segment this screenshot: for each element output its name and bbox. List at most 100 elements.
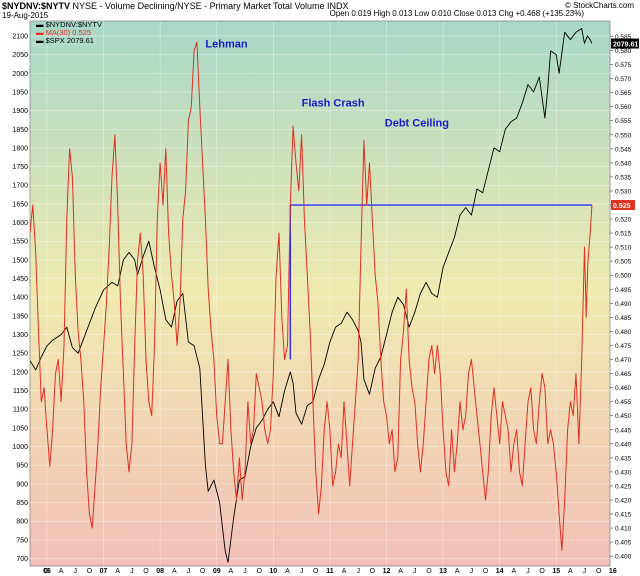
x-tick-label: 07 <box>100 568 108 575</box>
legend-swatch-ma: ▬ <box>36 28 44 37</box>
right-tick-label: 0.475 <box>615 343 632 350</box>
credit: © StockCharts.com <box>564 1 634 10</box>
legend-label-spx: $SPX 2079.61 <box>45 36 94 45</box>
right-tick-label: 0.480 <box>615 329 632 336</box>
right-tick-label: 0.425 <box>615 483 632 490</box>
x-tick-label: J <box>243 568 247 575</box>
left-tick-label: 1150 <box>13 388 28 395</box>
annotation-label: Lehman <box>205 39 247 51</box>
x-tick-label: O <box>200 568 206 575</box>
x-tick-label: 12 <box>383 568 391 575</box>
right-tick-label: 0.490 <box>615 301 632 308</box>
x-tick-label: 13 <box>439 568 447 575</box>
x-tick-label: O <box>256 568 262 575</box>
x-tick-label: A <box>398 568 403 575</box>
left-tick-label: 2050 <box>12 52 28 59</box>
x-tick-label: J <box>187 568 191 575</box>
ma-last-value-label: 0.525 <box>613 203 631 210</box>
x-tick-label: 06 <box>43 568 51 575</box>
right-tick-label: 0.580 <box>615 48 632 55</box>
legend-swatch-spx: ▬ <box>36 36 44 45</box>
legend-item-ma: ▬ MA(30) 0.525 <box>36 28 91 37</box>
x-tick-label: A <box>342 568 347 575</box>
right-tick-label: 0.540 <box>615 160 632 167</box>
x-tick-label: O <box>483 568 489 575</box>
x-tick-label: O <box>596 568 602 575</box>
right-tick-label: 0.485 <box>615 315 632 322</box>
right-tick-label: 0.460 <box>615 385 632 392</box>
left-tick-label: 1600 <box>12 220 28 227</box>
right-tick-label: 0.565 <box>615 90 632 97</box>
right-tick-label: 0.500 <box>615 273 632 280</box>
x-tick-label: A <box>455 568 460 575</box>
right-tick-label: 0.465 <box>615 371 632 378</box>
x-tick-label: 11 <box>326 568 334 575</box>
left-tick-label: 1050 <box>12 425 28 432</box>
right-tick-label: 0.510 <box>615 245 632 252</box>
x-tick-label: 16 <box>609 568 617 575</box>
left-tick-label: 1550 <box>12 239 28 246</box>
reference-lines <box>289 204 592 360</box>
right-tick-label: 0.575 <box>615 62 632 69</box>
right-tick-label: 0.530 <box>615 188 632 195</box>
right-tick-label: 0.545 <box>615 146 632 153</box>
x-tick-label: A <box>59 568 64 575</box>
quote-line: Open 0.019 High 0.013 Low 0.010 Close 0.… <box>329 9 584 18</box>
left-tick-label: 1750 <box>12 164 28 171</box>
left-tick-label: 1500 <box>12 257 28 264</box>
legend-item-ratio: ▬ $NYDNV:$NYTV <box>36 20 102 29</box>
series-layer <box>30 28 593 563</box>
left-tick-label: 1450 <box>12 276 28 283</box>
chart-header: $NYDNV:$NYTV NYSE - Volume Declining/NYS… <box>2 1 348 11</box>
spx-last-value-tag <box>611 38 639 49</box>
right-tick-label: 0.440 <box>615 441 632 448</box>
x-tick-label: 09 <box>213 568 221 575</box>
annotation-label: Flash Crash <box>302 98 365 110</box>
x-tick-label: J <box>74 568 78 575</box>
x-tick-label: 10 <box>269 568 277 575</box>
right-tick-label: 0.415 <box>615 512 632 519</box>
x-tick-label: 15 <box>552 568 560 575</box>
left-tick-label: 1300 <box>12 332 28 339</box>
right-tick-label: 0.570 <box>615 76 632 83</box>
x-tick-label: A <box>172 568 177 575</box>
right-tick-label: 0.450 <box>615 413 632 420</box>
right-tick-label: 0.515 <box>615 231 632 238</box>
left-tick-label: 1700 <box>12 183 28 190</box>
spx-last-value-label: 2079.61 <box>613 42 638 49</box>
right-tick-label: 0.400 <box>615 554 632 561</box>
x-tick-label: O <box>87 568 93 575</box>
right-tick-label: 0.550 <box>615 132 632 139</box>
plot-background <box>29 20 611 567</box>
x-tick-label: J <box>413 568 417 575</box>
x-tick-label: J <box>470 568 474 575</box>
left-tick-label: 1100 <box>13 407 28 414</box>
right-tick-label: 0.420 <box>615 497 632 504</box>
x-tick-label: O <box>539 568 545 575</box>
left-tick-label: 1400 <box>12 295 28 302</box>
left-tick-label: 2000 <box>12 71 28 78</box>
left-axis: 700 750 800 850 900 950 1000 1050 1100 1150 1200 12… <box>12 33 28 563</box>
legend-label-ma: MA(30) 0.525 <box>45 28 92 37</box>
legend-swatch-ratio: ▬ <box>36 20 44 29</box>
right-axis: 0.400 0.405 0.410 0.415 0.420 0.425 0.430 0.435… <box>610 34 639 561</box>
right-tick-label: 0.585 <box>615 34 632 41</box>
right-tick-label: 0.520 <box>615 217 632 224</box>
x-tick-label: O <box>44 568 50 575</box>
x-tick-label: J <box>583 568 587 575</box>
left-tick-label: 2100 <box>12 33 28 40</box>
right-tick-label: 0.430 <box>615 469 632 476</box>
ma-last-value-tag <box>611 200 635 211</box>
x-tick-label: O <box>426 568 432 575</box>
right-tick-label: 0.405 <box>615 540 632 547</box>
left-tick-label: 1850 <box>12 127 28 134</box>
legend-item-spx: ▬ $SPX 2079.61 <box>36 36 94 45</box>
right-tick-label: 0.435 <box>615 455 632 462</box>
x-tick-label: A <box>568 568 573 575</box>
spx-line <box>30 28 593 563</box>
right-tick-label: 0.455 <box>615 399 632 406</box>
right-tick-label: 0.555 <box>615 118 632 125</box>
right-tick-label: 0.445 <box>615 427 632 434</box>
